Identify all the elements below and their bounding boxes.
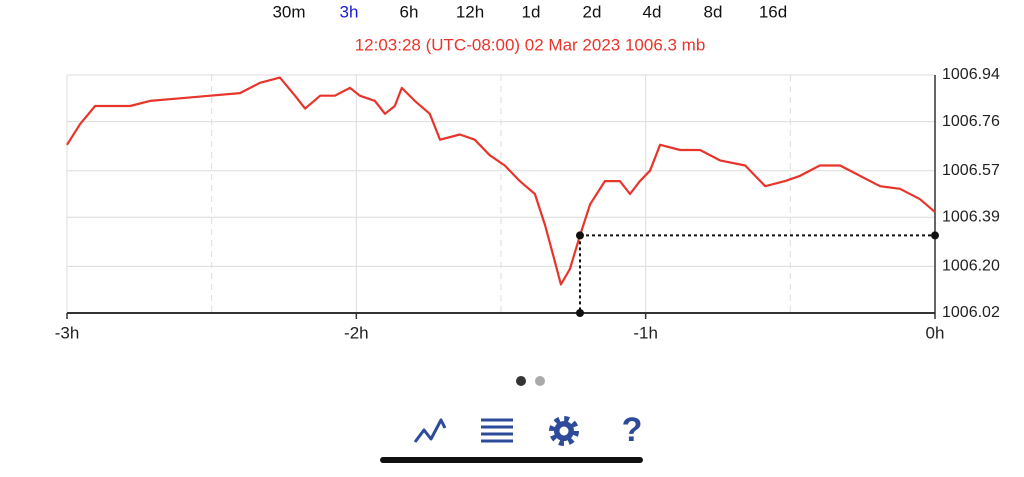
x-tick-label: -3h <box>55 323 80 342</box>
range-tab[interactable]: 8d <box>704 2 723 21</box>
y-tick-label: 1006.20 <box>942 258 1000 275</box>
y-tick-label: 1006.02 <box>942 304 1000 321</box>
range-tab[interactable]: 16d <box>759 2 787 21</box>
cursor-point <box>575 231 584 240</box>
page-dot[interactable] <box>535 376 545 386</box>
x-tick-label: -2h <box>344 323 369 342</box>
range-tab[interactable]: 1d <box>522 2 541 21</box>
cursor-edge <box>931 231 939 240</box>
nav-list-icon[interactable] <box>481 418 513 443</box>
y-tick-label: 1006.94 <box>942 66 1000 83</box>
range-tab[interactable]: 12h <box>456 2 484 21</box>
range-tab[interactable]: 6h <box>400 2 419 21</box>
range-tab[interactable]: 30m <box>272 2 305 21</box>
readout: 12:03:28 (UTC-08:00) 02 Mar 2023 1006.3 … <box>355 35 706 54</box>
x-tick-label: 0h <box>926 323 945 342</box>
x-tick-label: -1h <box>633 323 658 342</box>
nav-help-icon[interactable]: ? <box>622 411 643 449</box>
range-tab[interactable]: 4d <box>643 2 662 21</box>
range-tab[interactable]: 2d <box>583 2 602 21</box>
plot: 1006.02 1006.20 1006.39 1006.57 1006.76 1006.… <box>55 66 1000 342</box>
home-indicator <box>380 457 643 463</box>
range-tab[interactable]: 3h <box>340 2 359 21</box>
y-tick-label: 1006.57 <box>942 162 1000 179</box>
cursor-foot <box>575 309 584 317</box>
pressure-line <box>66 76 936 286</box>
nav-settings-icon[interactable] <box>549 416 579 446</box>
y-tick-label: 1006.76 <box>942 113 1000 130</box>
page-dot-active[interactable] <box>516 376 526 386</box>
y-tick-label: 1006.39 <box>942 209 1000 226</box>
nav-chart-icon[interactable] <box>413 418 447 443</box>
